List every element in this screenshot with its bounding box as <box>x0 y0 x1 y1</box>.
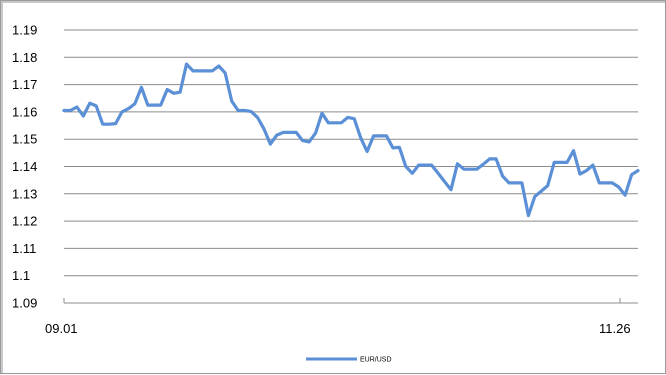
legend-label: EUR/USD <box>360 357 392 364</box>
x-tick-label: 09.01 <box>45 321 78 336</box>
y-tick-label: 1.14 <box>12 159 37 174</box>
axes <box>63 298 638 304</box>
y-tick-label: 1.17 <box>12 77 37 92</box>
y-tick-label: 1.16 <box>12 104 37 119</box>
series-line <box>62 62 640 218</box>
y-tick-label: 1.15 <box>12 132 37 147</box>
x-tick-label: 11.26 <box>599 321 631 336</box>
y-tick-label: 1.18 <box>12 50 37 65</box>
legend: EUR/USD <box>306 357 392 364</box>
y-tick-label: 1.12 <box>12 214 37 229</box>
y-tick-label: 1.11 <box>12 241 36 256</box>
y-tick-label: 1.13 <box>12 186 37 201</box>
series <box>62 62 640 218</box>
y-axis-tick-labels: 1.09 1.1 1.11 1.12 1.13 1.14 1.15 1.16 1.17 1.18 1… <box>12 23 37 311</box>
y-tick-label: 1.1 <box>12 268 30 283</box>
x-axis-tick-labels: 09.01 11.26 <box>45 321 631 336</box>
y-tick-label: 1.19 <box>12 23 37 38</box>
y-tick-label: 1.09 <box>12 296 37 311</box>
gridlines <box>64 29 638 277</box>
